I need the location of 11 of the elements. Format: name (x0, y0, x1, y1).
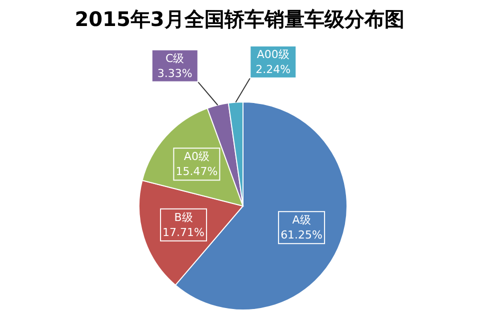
data-label: 61.25% (280, 228, 323, 242)
slice-label: C级 (166, 52, 184, 65)
slice-label: A0级 (184, 150, 210, 164)
slice-label: B级 (174, 210, 193, 224)
slice-label: A级 (292, 214, 311, 227)
chart-title: 2015年3月全国轿车销量车级分布图 (74, 7, 404, 31)
data-label: 3.33% (157, 66, 192, 80)
data-label: 17.71% (162, 226, 205, 239)
data-label: 15.47% (176, 165, 218, 178)
slice-label: A00级 (256, 48, 290, 61)
data-label: 2.24% (256, 62, 291, 76)
